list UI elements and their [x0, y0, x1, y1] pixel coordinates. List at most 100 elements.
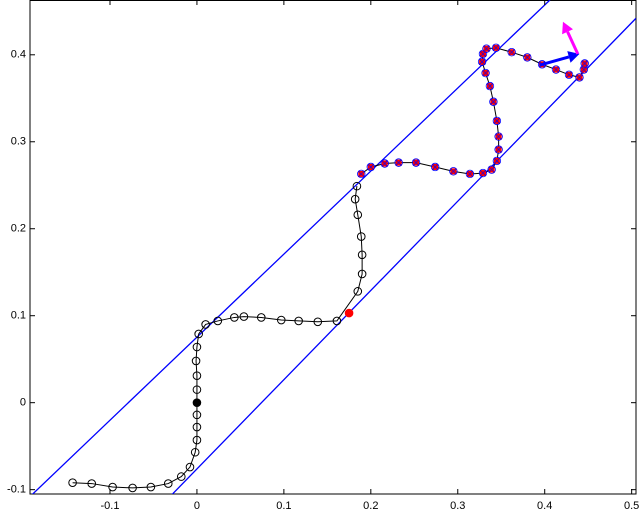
marker-ring — [487, 165, 496, 174]
marker — [477, 57, 487, 66]
marker-cross — [466, 170, 474, 178]
marker-cross — [576, 74, 583, 81]
marker — [201, 320, 210, 329]
marker — [449, 167, 458, 176]
marker-ring — [507, 47, 516, 57]
marker-ring — [551, 65, 561, 74]
marker — [192, 385, 202, 394]
marker — [357, 250, 367, 260]
arrow — [562, 21, 580, 55]
marker — [192, 422, 202, 432]
marker-cross — [524, 54, 531, 61]
marker-ring — [494, 145, 503, 154]
marker-cross — [431, 163, 439, 171]
marker — [551, 65, 561, 74]
marker — [192, 342, 202, 352]
x-tick-label: 0.2 — [363, 500, 378, 512]
y-tick-label: 0.3 — [11, 136, 26, 148]
key-point — [344, 308, 354, 318]
marker-cross — [358, 170, 365, 178]
marker-cross — [581, 60, 588, 67]
marker — [430, 162, 440, 172]
marker-cross — [450, 168, 457, 175]
marker — [482, 44, 491, 53]
marker-cross — [478, 58, 486, 65]
marker — [213, 316, 223, 326]
marker — [353, 210, 363, 220]
marker — [380, 159, 389, 168]
marker — [494, 132, 503, 141]
marker — [523, 53, 532, 62]
marker-cross — [479, 169, 487, 177]
marker — [192, 371, 202, 381]
marker — [465, 169, 475, 179]
marker-cross — [486, 82, 494, 90]
y-tick-label: 0.4 — [11, 49, 26, 61]
x-tick-label: 0.1 — [276, 500, 291, 512]
marker — [489, 97, 498, 106]
marker — [191, 356, 201, 366]
marker — [356, 232, 366, 241]
marker — [564, 70, 574, 79]
x-tick-label: 0.3 — [450, 500, 465, 512]
boundary-line — [31, 0, 551, 494]
marker-cross — [483, 45, 490, 52]
marker-ring — [564, 70, 574, 79]
marker-ring — [465, 169, 475, 179]
marker-cross — [488, 166, 495, 173]
marker-ring — [411, 158, 421, 167]
marker-ring — [491, 43, 501, 53]
marker — [294, 316, 303, 326]
marker-cross — [495, 133, 502, 140]
marker-ring — [575, 73, 584, 82]
marker-ring — [580, 59, 589, 68]
marker — [478, 168, 488, 178]
marker-cross — [492, 44, 500, 52]
marker — [239, 312, 249, 321]
marker-ring — [380, 159, 389, 168]
marker — [481, 68, 490, 78]
marker — [68, 478, 77, 487]
marker — [492, 156, 502, 166]
marker-cross — [508, 48, 515, 56]
marker — [487, 165, 496, 174]
marker — [194, 329, 203, 339]
marker-ring — [481, 68, 490, 78]
marker — [128, 483, 137, 493]
marker-cross — [493, 117, 501, 125]
marker — [366, 162, 376, 172]
marker — [230, 313, 239, 322]
marker — [494, 145, 503, 154]
y-tick-label: 0 — [20, 397, 26, 409]
marker-ring — [492, 156, 502, 166]
y-tick-label: -0.1 — [7, 484, 26, 496]
y-tick-label: 0.2 — [11, 223, 26, 235]
marker — [163, 479, 173, 488]
marker-cross — [580, 66, 588, 73]
plot-content — [31, 0, 636, 494]
marker-ring — [492, 116, 502, 126]
marker-cross — [493, 157, 501, 165]
marker-ring — [482, 44, 491, 53]
marker — [507, 47, 516, 57]
marker — [87, 479, 97, 488]
marker — [491, 43, 501, 53]
marker — [353, 287, 363, 296]
x-tick-label: 0 — [194, 500, 200, 512]
marker-cross — [395, 159, 402, 166]
marker-ring — [494, 132, 503, 141]
marker-cross — [552, 66, 560, 73]
marker-ring — [485, 81, 495, 91]
marker — [357, 169, 366, 179]
marker-ring — [357, 169, 366, 179]
marker — [108, 482, 117, 492]
marker-cross — [412, 159, 420, 166]
arrow-shaft — [539, 55, 570, 67]
y-tick-label: 0.1 — [11, 310, 26, 322]
marker-ring — [478, 168, 488, 178]
marker — [276, 315, 286, 325]
marker-ring — [394, 158, 403, 167]
marker — [185, 462, 195, 472]
